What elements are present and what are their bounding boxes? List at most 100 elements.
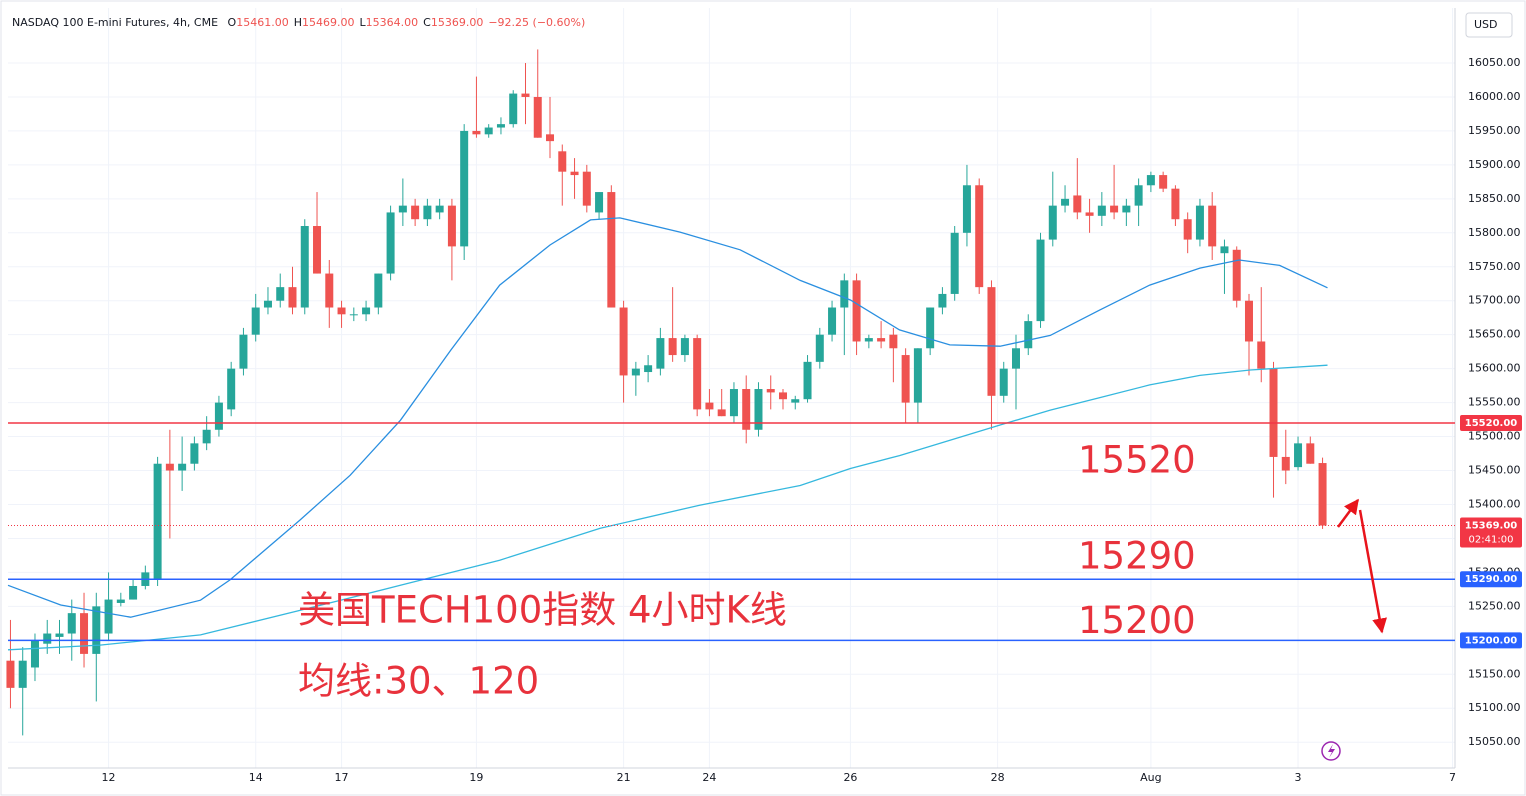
candle-body [926, 307, 935, 349]
currency-box[interactable] [1465, 12, 1513, 38]
candle-body [644, 365, 653, 373]
y-tick-label: 15850.00 [1468, 192, 1521, 205]
candle-body [1024, 321, 1033, 349]
y-tick-label: 15050.00 [1468, 735, 1521, 748]
candle-body [815, 334, 824, 362]
candle-body [521, 93, 530, 97]
candle-body [999, 368, 1008, 396]
header-value: 15369.00 [431, 16, 484, 29]
alert-icon[interactable] [1321, 741, 1341, 761]
header-key: O [228, 16, 237, 29]
candle-body [1294, 443, 1303, 468]
candle-body [791, 399, 800, 403]
y-tick-label: 15700.00 [1468, 294, 1521, 307]
candle-body [1134, 185, 1143, 206]
candle-body [472, 130, 481, 135]
candle-body [717, 409, 726, 417]
candle-body [435, 205, 444, 213]
y-tick-label: 15650.00 [1468, 328, 1521, 341]
candle-body [852, 280, 861, 342]
candle-body [1257, 341, 1266, 369]
y-tick-label: 15500.00 [1468, 430, 1521, 443]
candle-body [877, 338, 886, 342]
level-annotation: 15520 [1078, 438, 1196, 481]
last-price-label: 15369.00 [1465, 521, 1518, 532]
candle-body [1318, 463, 1327, 526]
x-tick-label: 28 [991, 771, 1005, 784]
candle-body [558, 151, 567, 172]
candle-body [55, 633, 64, 637]
candle-body [546, 134, 555, 142]
candle-body [950, 232, 959, 294]
candle-body [190, 443, 199, 464]
x-tick-label: 7 [1449, 771, 1456, 784]
candle-body [178, 463, 187, 471]
candle-body [754, 389, 763, 430]
candle-body [276, 287, 285, 301]
candle-body [411, 205, 420, 220]
x-tick-label: 21 [617, 771, 631, 784]
x-tick-label: 17 [335, 771, 349, 784]
candle-body [80, 613, 89, 654]
candle-body [1232, 249, 1241, 301]
level-label-box [1460, 632, 1522, 649]
candle-body [1036, 239, 1045, 322]
candle-body [129, 585, 138, 600]
candle-body [337, 307, 346, 315]
candle-body [227, 368, 236, 410]
candle-body [153, 463, 162, 580]
header-key: C [423, 16, 431, 29]
candle-body [374, 273, 383, 308]
candle-body [362, 307, 371, 315]
candle-body [165, 463, 174, 471]
header-key: L [360, 16, 367, 29]
header-value: 15469.00 [302, 16, 355, 29]
candle-body [398, 205, 407, 213]
candle-body [901, 355, 910, 403]
candle-body [349, 314, 358, 316]
candle-body [6, 660, 15, 688]
x-tick-label: 19 [469, 771, 483, 784]
x-tick-label: 3 [1295, 771, 1302, 784]
moving-average [7, 364, 1328, 651]
level-label: 15200.00 [1465, 635, 1518, 646]
candle-body [766, 389, 775, 393]
candle-body [1085, 212, 1094, 216]
candle-body [202, 429, 211, 444]
candle-body [803, 361, 812, 400]
y-tick-label: 16050.00 [1468, 56, 1521, 69]
x-tick-label: 24 [702, 771, 716, 784]
candle-body [313, 226, 322, 274]
candle-body [889, 334, 898, 349]
candle-body [1048, 205, 1057, 240]
candle-body [460, 130, 469, 247]
y-tick-label: 15100.00 [1468, 701, 1521, 714]
candle-body [1306, 443, 1315, 464]
candle-body [1220, 246, 1229, 254]
y-tick-label: 15450.00 [1468, 464, 1521, 477]
candle-body [864, 338, 873, 342]
candle-body [1195, 205, 1204, 240]
candle-body [325, 273, 334, 308]
currency-label: USD [1474, 18, 1498, 31]
y-tick-label: 15800.00 [1468, 226, 1521, 239]
y-tick-label: 15750.00 [1468, 260, 1521, 273]
arrow [1336, 498, 1360, 528]
candle-body [607, 192, 616, 308]
level-label-box [1460, 414, 1522, 431]
candle-body [104, 599, 113, 634]
candle-body [631, 368, 640, 376]
candle-body [386, 212, 395, 274]
x-tick-label: 12 [102, 771, 116, 784]
level-annotation: 15200 [1078, 599, 1196, 642]
level-label: 15290.00 [1465, 574, 1518, 585]
candle-body [987, 287, 996, 396]
note: 美国TECH100指数 4小时K线 [298, 589, 787, 632]
level-label: 15520.00 [1465, 418, 1518, 429]
candle-body [1073, 195, 1082, 213]
arrow [1358, 509, 1387, 634]
candle-body [1159, 175, 1168, 189]
header-change: −92.25 (−0.60%) [488, 16, 585, 29]
